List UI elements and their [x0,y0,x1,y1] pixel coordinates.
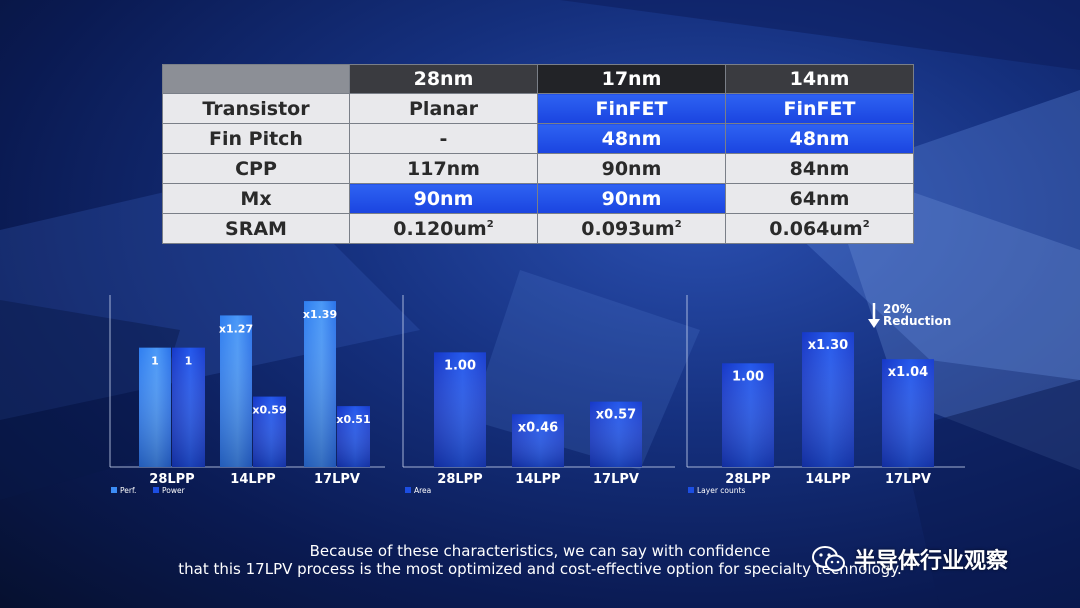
tick-label: 28LPP [725,472,770,487]
watermark-text: 半导体行业观察 [854,549,1009,574]
caption-line-2: that this 17LPV process is the most opti… [178,560,902,578]
tick-label: 28LPP [149,472,194,487]
bar-shade [882,359,934,467]
spec-table: 28nm 17nm 14nm Transistor Planar FinFET … [162,64,914,244]
data-label: x0.57 [596,408,636,423]
data-label: x0.51 [336,413,370,426]
bar-shade [139,347,171,467]
tick-label: 14LPP [515,472,560,487]
table-cell: 84nm [725,153,914,184]
tick-label: 14LPP [230,472,275,487]
tick-label: 17LPV [885,472,931,487]
data-label: 1.00 [444,358,476,373]
table-cell: 0.120um2 [349,213,538,244]
table-cell: Planar [349,93,538,124]
table-cell: 48nm [537,123,726,154]
table-cell: FinFET [537,93,726,124]
data-label: x0.59 [252,404,286,417]
legend-label: Layer counts [697,486,745,495]
arrow-head-icon [868,319,880,328]
annotation-text: Reduction [883,314,951,328]
legend-label: Power [162,486,186,495]
bar-shade [722,363,774,467]
data-label: 1 [185,355,193,368]
bar-shade [172,347,205,467]
table-row: Mx 90nm 90nm 64nm [162,183,914,214]
table-cell: FinFET [725,93,914,124]
data-label: x1.27 [219,322,253,335]
data-label: 1 [151,355,159,368]
bar-shade [802,332,854,467]
table-row: SRAM 0.120um2 0.093um2 0.064um2 [162,213,914,244]
bar-shade [434,352,486,467]
row-label: Fin Pitch [162,123,350,154]
table-cell: 0.064um2 [725,213,914,244]
caption: Because of these characteristics, we can… [100,542,980,578]
table-row: Transistor Planar FinFET FinFET [162,93,914,124]
table-cell: - [349,123,538,154]
bar-shade [512,414,564,467]
header-cell-14nm: 14nm [725,64,914,94]
row-label: Transistor [162,93,350,124]
tick-label: 14LPP [805,472,850,487]
table-cell: 90nm [349,183,538,214]
header-cell-17nm: 17nm [537,64,726,94]
bar-shade [220,315,252,467]
legend-swatch [153,487,159,493]
wechat-icon [812,546,845,572]
table-row: CPP 117nm 90nm 84nm [162,153,914,184]
caption-line-1: Because of these characteristics, we can… [309,542,771,560]
data-label: x1.30 [808,338,848,353]
data-label: x1.04 [888,365,928,380]
bar-shade [304,301,336,467]
row-label: CPP [162,153,350,184]
annotation-percent: 20% [883,302,912,316]
table-cell: 0.093um2 [537,213,726,244]
bar-shade [590,401,642,467]
bar-shade [337,406,370,467]
table-cell: 90nm [537,153,726,184]
data-label: x0.46 [518,420,558,435]
data-label: x1.39 [303,308,337,321]
watermark: 半导体行业观察 [812,542,1008,576]
table-cell: 90nm [537,183,726,214]
legend-label: Area [414,486,431,495]
data-label: 1.00 [732,369,764,384]
table-row: Fin Pitch - 48nm 48nm [162,123,914,154]
table-header-row: 28nm 17nm 14nm [162,64,914,94]
legend-swatch [111,487,117,493]
legend-label: Perf. [120,486,136,495]
table-cell: 64nm [725,183,914,214]
header-cell-28nm: 28nm [349,64,538,94]
tick-label: 17LPV [593,472,639,487]
bar-shade [253,396,286,467]
tick-label: 17LPV [314,472,360,487]
row-label: Mx [162,183,350,214]
legend-swatch [688,487,694,493]
row-label: SRAM [162,213,350,244]
legend-swatch [405,487,411,493]
tick-label: 28LPP [437,472,482,487]
